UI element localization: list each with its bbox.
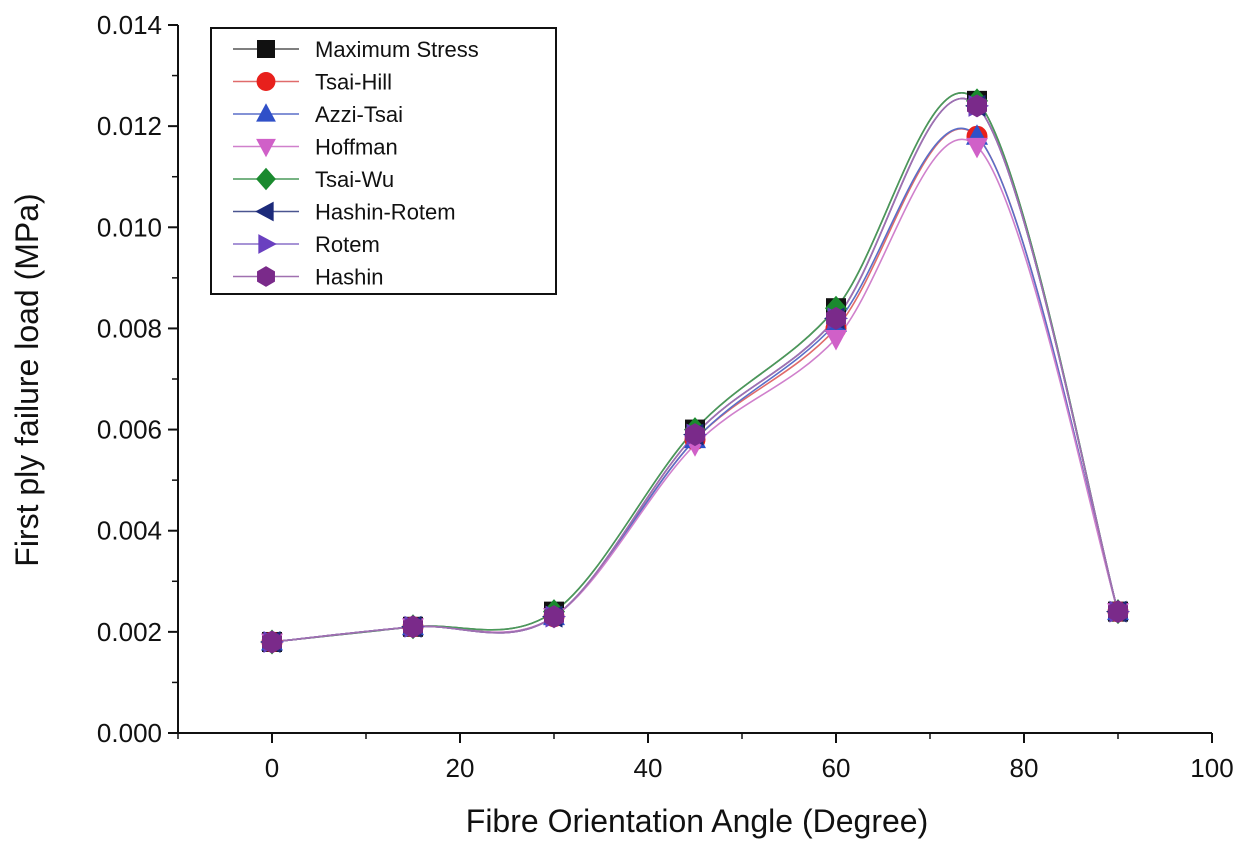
y-tick-label: 0.008 [97,313,162,343]
series-lines [271,92,1119,643]
legend-label: Azzi-Tsai [315,102,403,127]
marker-triangle-down [825,330,847,351]
y-tick-label: 0.014 [97,10,162,40]
legend-box [210,27,557,295]
series-line [271,97,1119,643]
legend-label: Hashin-Rotem [315,200,456,225]
marker-triangle-up [256,103,276,122]
y-tick-label: 0.002 [97,617,162,647]
marker-diamond [256,167,276,191]
y-tick-label: 0.004 [97,516,162,546]
legend-label: Rotem [315,232,380,257]
x-axis: 0 20 40 60 80 100 [177,733,1234,783]
marker-square [257,40,275,58]
marker-triangle-down [966,137,988,159]
y-tick-label: 0.006 [97,415,162,445]
series-markers [260,88,1130,655]
marker-hexagon [685,423,705,447]
x-axis-title: Fibre Orientation Angle (Degree) [466,803,928,839]
marker-hexagon [544,605,564,629]
marker-triangle-down [256,138,276,158]
legend: Maximum Stress Tsai-Hill Azzi-Tsai Hoffman T… [210,27,557,295]
marker-hexagon [826,306,846,330]
x-tick-label: 80 [1010,753,1039,783]
y-axis: 0.000 0.002 0.004 0.006 0.008 0.010 0.012 0.014 [97,10,178,748]
y-tick-label: 0.012 [97,111,162,141]
marker-hexagon [403,615,423,639]
x-tick-label: 20 [446,753,475,783]
y-axis-title: First ply failure load (MPa) [9,193,45,566]
legend-label: Tsai-Hill [315,70,392,95]
x-tick-label: 60 [822,753,851,783]
legend-label: Maximum Stress [315,37,479,62]
legend-label: Tsai-Wu [315,167,394,192]
marker-hexagon [1108,600,1128,624]
series-line [271,92,1119,643]
x-tick-label: 40 [634,753,663,783]
marker-circle [256,72,276,91]
legend-label: Hashin [315,265,383,290]
legend-label: Hoffman [315,135,398,160]
marker-hexagon [967,94,987,118]
y-tick-label: 0.000 [97,718,162,748]
x-tick-label: 100 [1190,753,1233,783]
x-tick-label: 0 [265,753,279,783]
y-tick-label: 0.010 [97,212,162,242]
marker-triangle-left [255,201,274,222]
marker-hexagon [257,266,275,287]
marker-triangle-right [258,234,277,254]
marker-hexagon [262,630,282,654]
